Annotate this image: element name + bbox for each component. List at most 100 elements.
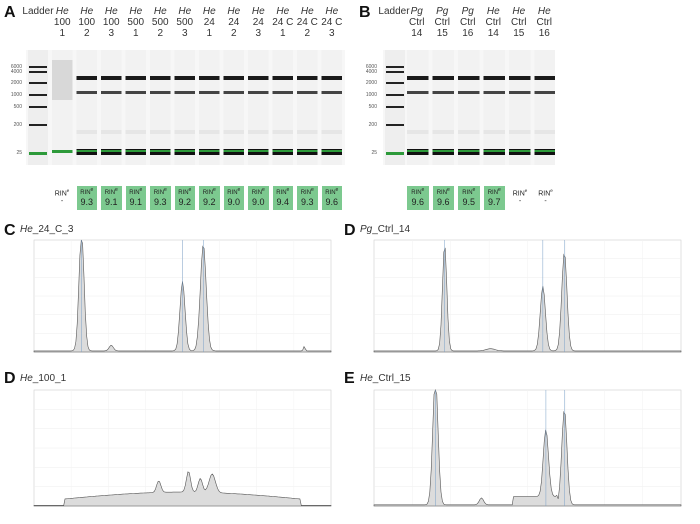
- panel-a-rin-box-label: RINe: [80, 187, 94, 196]
- panel-b-18s-band: [509, 91, 531, 94]
- panel-a-lane-l2: 1: [132, 28, 139, 39]
- panel-e-letter: E: [344, 370, 355, 387]
- panel-b-lane-header: Pg Ctrl 14: [404, 6, 430, 39]
- panel-c-letter: C: [4, 222, 16, 239]
- panel-a-lane-sp: He: [202, 6, 216, 17]
- panel-a-lane-sp: He: [80, 6, 94, 17]
- panel-b-ladder-size: 4000: [366, 69, 377, 75]
- panel-b-faint-band: [432, 130, 454, 134]
- panel-d2-trace: [33, 471, 332, 507]
- panel-a-ladder-band: [29, 94, 47, 96]
- panel-b-28s-band: [483, 76, 505, 80]
- panel-a-rin-box-label: RINe: [129, 187, 143, 196]
- panel-a-ladder-band: [29, 106, 47, 108]
- panel-a-lane-l1: 24 C: [296, 17, 318, 28]
- panel-a-lane-l1: 100: [78, 17, 96, 28]
- panel-b-ladder-band: [386, 66, 404, 68]
- panel-a-lane-l2: 2: [304, 28, 311, 39]
- panel-b-28s-band: [432, 76, 454, 80]
- panel-b-ladder-size: 500: [369, 104, 378, 110]
- panel-a-rin-box-label: RINe: [153, 187, 167, 196]
- panel-b-ladder-size: 6000: [366, 64, 377, 70]
- panel-a-marker-band: [52, 150, 73, 153]
- panel-a-rin-box: RINe 9.3: [150, 186, 171, 210]
- panel-a-lane-l1: 500: [151, 17, 169, 28]
- panel-b-ladder-size: 25: [371, 150, 377, 156]
- panel-a-lane-l1: 100: [102, 17, 120, 28]
- panel-b-28s-band: [534, 76, 555, 80]
- panel-a-lane-sp: He: [251, 6, 265, 17]
- panel-a-lane-header: He 500 2: [148, 6, 173, 39]
- panel-b-lane-l1: Ctrl: [459, 17, 476, 28]
- panel-b-lane-sp: He: [537, 6, 551, 17]
- panel-b-lane: [432, 50, 454, 165]
- panel-b-18s-band: [534, 91, 555, 94]
- panel-a-28s-band: [76, 76, 97, 80]
- panel-a-marker-band: [223, 150, 244, 152]
- panel-a-lane-l2: 3: [108, 28, 115, 39]
- panel-a-rin-box-label: RINe: [202, 187, 216, 196]
- panel-a-rin-value: 9.1: [104, 197, 118, 207]
- panel-b-lane-header: He Ctrl 16: [532, 6, 558, 39]
- panel-a-ladder-size: 1000: [11, 92, 22, 98]
- panel-a-lane: [248, 50, 269, 165]
- panel-a-lane-sp: He: [325, 6, 339, 17]
- panel-a-faint-band: [199, 130, 220, 134]
- panel-c-electropherogram: [33, 239, 332, 353]
- panel-a-lane-l1: 24: [203, 17, 215, 28]
- panel-a-faint-band: [248, 130, 269, 134]
- panel-b-lane-l2: 14: [411, 28, 423, 39]
- panel-a-rin-box-label: RINe: [300, 187, 314, 196]
- panel-a-28s-band: [199, 76, 220, 80]
- panel-a-lane-l2: 3: [181, 28, 188, 39]
- panel-a-28s-band: [297, 76, 318, 80]
- panel-a-lane-l2: 3: [328, 28, 335, 39]
- panel-a-marker-band: [76, 150, 97, 152]
- panel-a-rin-value: 9.4: [276, 197, 289, 207]
- panel-c-title: He_24_C_3: [20, 224, 74, 235]
- panel-a-18s-band: [76, 91, 97, 94]
- panel-a-lane-header: He 100 3: [99, 6, 124, 39]
- panel-a-lane-header: He 100 2: [75, 6, 100, 39]
- panel-b-faint-band: [407, 130, 429, 134]
- panel-a-lane-l2: 2: [230, 28, 237, 39]
- panel-b-rin-value: 9.6: [411, 197, 424, 207]
- panel-b-marker-band: [534, 150, 555, 152]
- panel-a-faint-band: [174, 130, 195, 134]
- panel-b-lane-l2: 16: [538, 28, 550, 39]
- panel-b-lane: [483, 50, 505, 165]
- panel-a-lane: [76, 50, 97, 165]
- panel-b-rin-box: RINe 9.7: [483, 186, 505, 210]
- panel-a-rin-box: RINe 9.3: [76, 186, 97, 210]
- panel-a-lane-sp: He: [178, 6, 192, 17]
- panel-d2-title: He_100_1: [20, 373, 67, 384]
- panel-a-rin-box-label: RINe: [251, 187, 265, 196]
- panel-b-ladder-band: [386, 106, 404, 108]
- panel-a-rin-box: RINe 9.0: [223, 186, 244, 210]
- panel-a-lane-sp: He: [129, 6, 143, 17]
- panel-a-18s-band: [248, 91, 269, 94]
- panel-b-rin-box: RINe 9.6: [407, 186, 429, 210]
- panel-b-lane-l2: 15: [436, 28, 448, 39]
- panel-a-faint-band: [297, 130, 318, 134]
- panel-a-smear: [52, 60, 73, 100]
- panel-b-marker-band: [407, 150, 429, 152]
- panel-a-18s-band: [150, 91, 171, 94]
- panel-d-title: Pg_Ctrl_14: [360, 224, 411, 235]
- panel-a-rin-dash: -: [60, 198, 64, 205]
- panel-b-28s-band: [509, 76, 531, 80]
- panel-b-ladder-size: 1000: [366, 92, 377, 98]
- panel-a-marker-band: [174, 150, 195, 152]
- panel-a-lane-sp: He: [153, 6, 167, 17]
- panel-b-ladder-size: 2000: [366, 80, 377, 86]
- panel-b-marker-band: [432, 150, 454, 152]
- panel-a-ladder-band: [29, 66, 47, 68]
- panel-a-rin-box: RINe 9.6: [321, 186, 342, 210]
- panel-a-rin-box-label: RINe: [276, 187, 290, 196]
- panel-a-lane-header: He 24 3: [246, 6, 271, 39]
- panel-a-18s-band: [125, 91, 146, 94]
- panel-a-lane-l2: 3: [255, 28, 262, 39]
- panel-e-title: He_Ctrl_15: [360, 373, 411, 384]
